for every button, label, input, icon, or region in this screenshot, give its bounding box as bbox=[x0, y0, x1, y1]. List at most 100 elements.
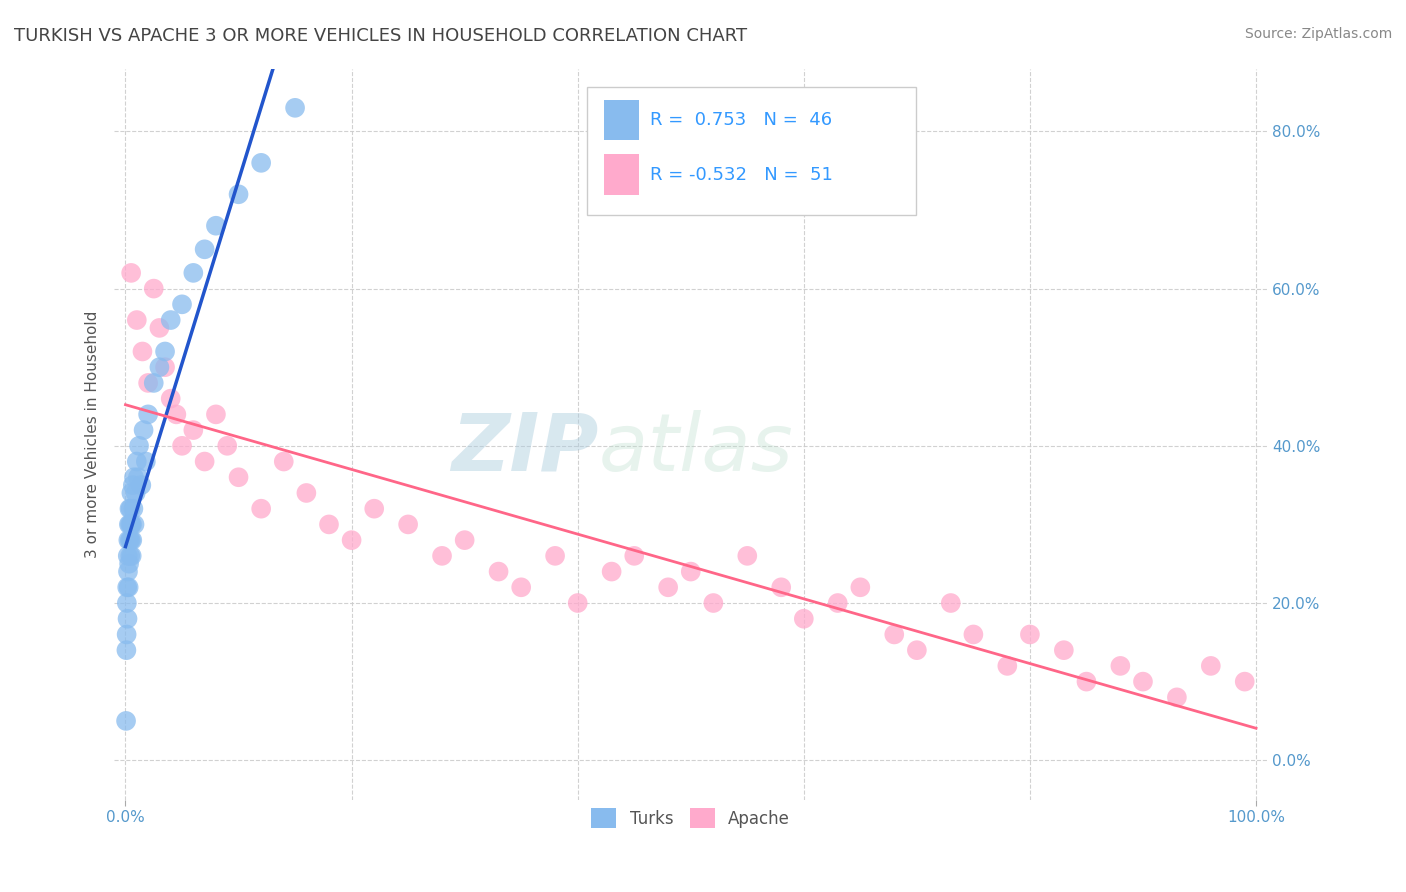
Point bbox=[183, 266, 205, 280]
Bar bbox=[605, 154, 638, 194]
Point bbox=[228, 470, 250, 484]
Point bbox=[121, 533, 143, 548]
Point bbox=[205, 408, 228, 422]
Point bbox=[124, 486, 146, 500]
Point bbox=[142, 282, 165, 296]
Point bbox=[737, 549, 759, 563]
Text: R =  0.753   N =  46: R = 0.753 N = 46 bbox=[651, 111, 832, 128]
Point bbox=[194, 242, 217, 256]
Point bbox=[120, 266, 142, 280]
Point bbox=[115, 643, 138, 657]
Point bbox=[679, 565, 702, 579]
Point bbox=[623, 549, 645, 563]
Point bbox=[135, 454, 157, 468]
Point bbox=[122, 501, 145, 516]
Text: ZIP: ZIP bbox=[451, 409, 599, 488]
Point bbox=[120, 501, 142, 516]
Point bbox=[1166, 690, 1188, 705]
Point bbox=[318, 517, 340, 532]
Point bbox=[115, 627, 138, 641]
Point bbox=[159, 392, 181, 406]
Bar bbox=[605, 100, 638, 140]
Point bbox=[120, 533, 142, 548]
Point bbox=[1233, 674, 1256, 689]
Point bbox=[939, 596, 962, 610]
Point bbox=[118, 517, 141, 532]
FancyBboxPatch shape bbox=[586, 87, 915, 215]
Point bbox=[217, 439, 239, 453]
Point bbox=[250, 156, 273, 170]
Point bbox=[125, 313, 148, 327]
Point bbox=[273, 454, 295, 468]
Point bbox=[1019, 627, 1042, 641]
Point bbox=[363, 501, 385, 516]
Point bbox=[827, 596, 849, 610]
Point bbox=[883, 627, 905, 641]
Text: atlas: atlas bbox=[599, 409, 793, 488]
Point bbox=[118, 517, 141, 532]
Point bbox=[136, 376, 159, 390]
Text: TURKISH VS APACHE 3 OR MORE VEHICLES IN HOUSEHOLD CORRELATION CHART: TURKISH VS APACHE 3 OR MORE VEHICLES IN … bbox=[14, 27, 747, 45]
Point bbox=[1109, 659, 1132, 673]
Point bbox=[793, 612, 815, 626]
Point bbox=[567, 596, 589, 610]
Point bbox=[131, 344, 153, 359]
Point bbox=[430, 549, 453, 563]
Point bbox=[205, 219, 228, 233]
Point bbox=[250, 501, 273, 516]
Point bbox=[127, 470, 149, 484]
Point bbox=[488, 565, 510, 579]
Point bbox=[118, 533, 141, 548]
Point bbox=[544, 549, 567, 563]
Point bbox=[125, 454, 148, 468]
Point bbox=[159, 313, 181, 327]
Point bbox=[1199, 659, 1222, 673]
Point bbox=[117, 533, 139, 548]
Point bbox=[1076, 674, 1098, 689]
Point bbox=[128, 439, 150, 453]
Point bbox=[120, 517, 142, 532]
Point bbox=[600, 565, 623, 579]
Point bbox=[132, 423, 155, 437]
Point bbox=[295, 486, 318, 500]
Point bbox=[1132, 674, 1154, 689]
Point bbox=[117, 565, 139, 579]
Point bbox=[702, 596, 724, 610]
Point bbox=[117, 612, 139, 626]
Y-axis label: 3 or more Vehicles in Household: 3 or more Vehicles in Household bbox=[86, 310, 100, 558]
Point bbox=[122, 470, 145, 484]
Point bbox=[131, 478, 153, 492]
Point bbox=[118, 580, 141, 594]
Point bbox=[121, 478, 143, 492]
Point bbox=[228, 187, 250, 202]
Point bbox=[995, 659, 1018, 673]
Point bbox=[170, 297, 193, 311]
Point bbox=[153, 360, 176, 375]
Point bbox=[118, 557, 141, 571]
Point bbox=[340, 533, 363, 548]
Point bbox=[142, 376, 165, 390]
Point bbox=[121, 549, 143, 563]
Point bbox=[165, 408, 187, 422]
Point bbox=[510, 580, 533, 594]
Point bbox=[194, 454, 217, 468]
Point bbox=[117, 549, 139, 563]
Point bbox=[115, 714, 138, 728]
Legend: Turks, Apache: Turks, Apache bbox=[585, 801, 797, 835]
Point bbox=[153, 344, 176, 359]
Point bbox=[118, 501, 141, 516]
Point bbox=[284, 101, 307, 115]
Point bbox=[962, 627, 984, 641]
Point bbox=[183, 423, 205, 437]
Text: R = -0.532   N =  51: R = -0.532 N = 51 bbox=[651, 166, 834, 184]
Point bbox=[148, 321, 170, 335]
Point bbox=[124, 517, 146, 532]
Point bbox=[115, 596, 138, 610]
Point bbox=[115, 580, 138, 594]
Point bbox=[453, 533, 475, 548]
Point bbox=[120, 486, 142, 500]
Point bbox=[849, 580, 872, 594]
Point bbox=[657, 580, 679, 594]
Point bbox=[148, 360, 170, 375]
Point bbox=[170, 439, 193, 453]
